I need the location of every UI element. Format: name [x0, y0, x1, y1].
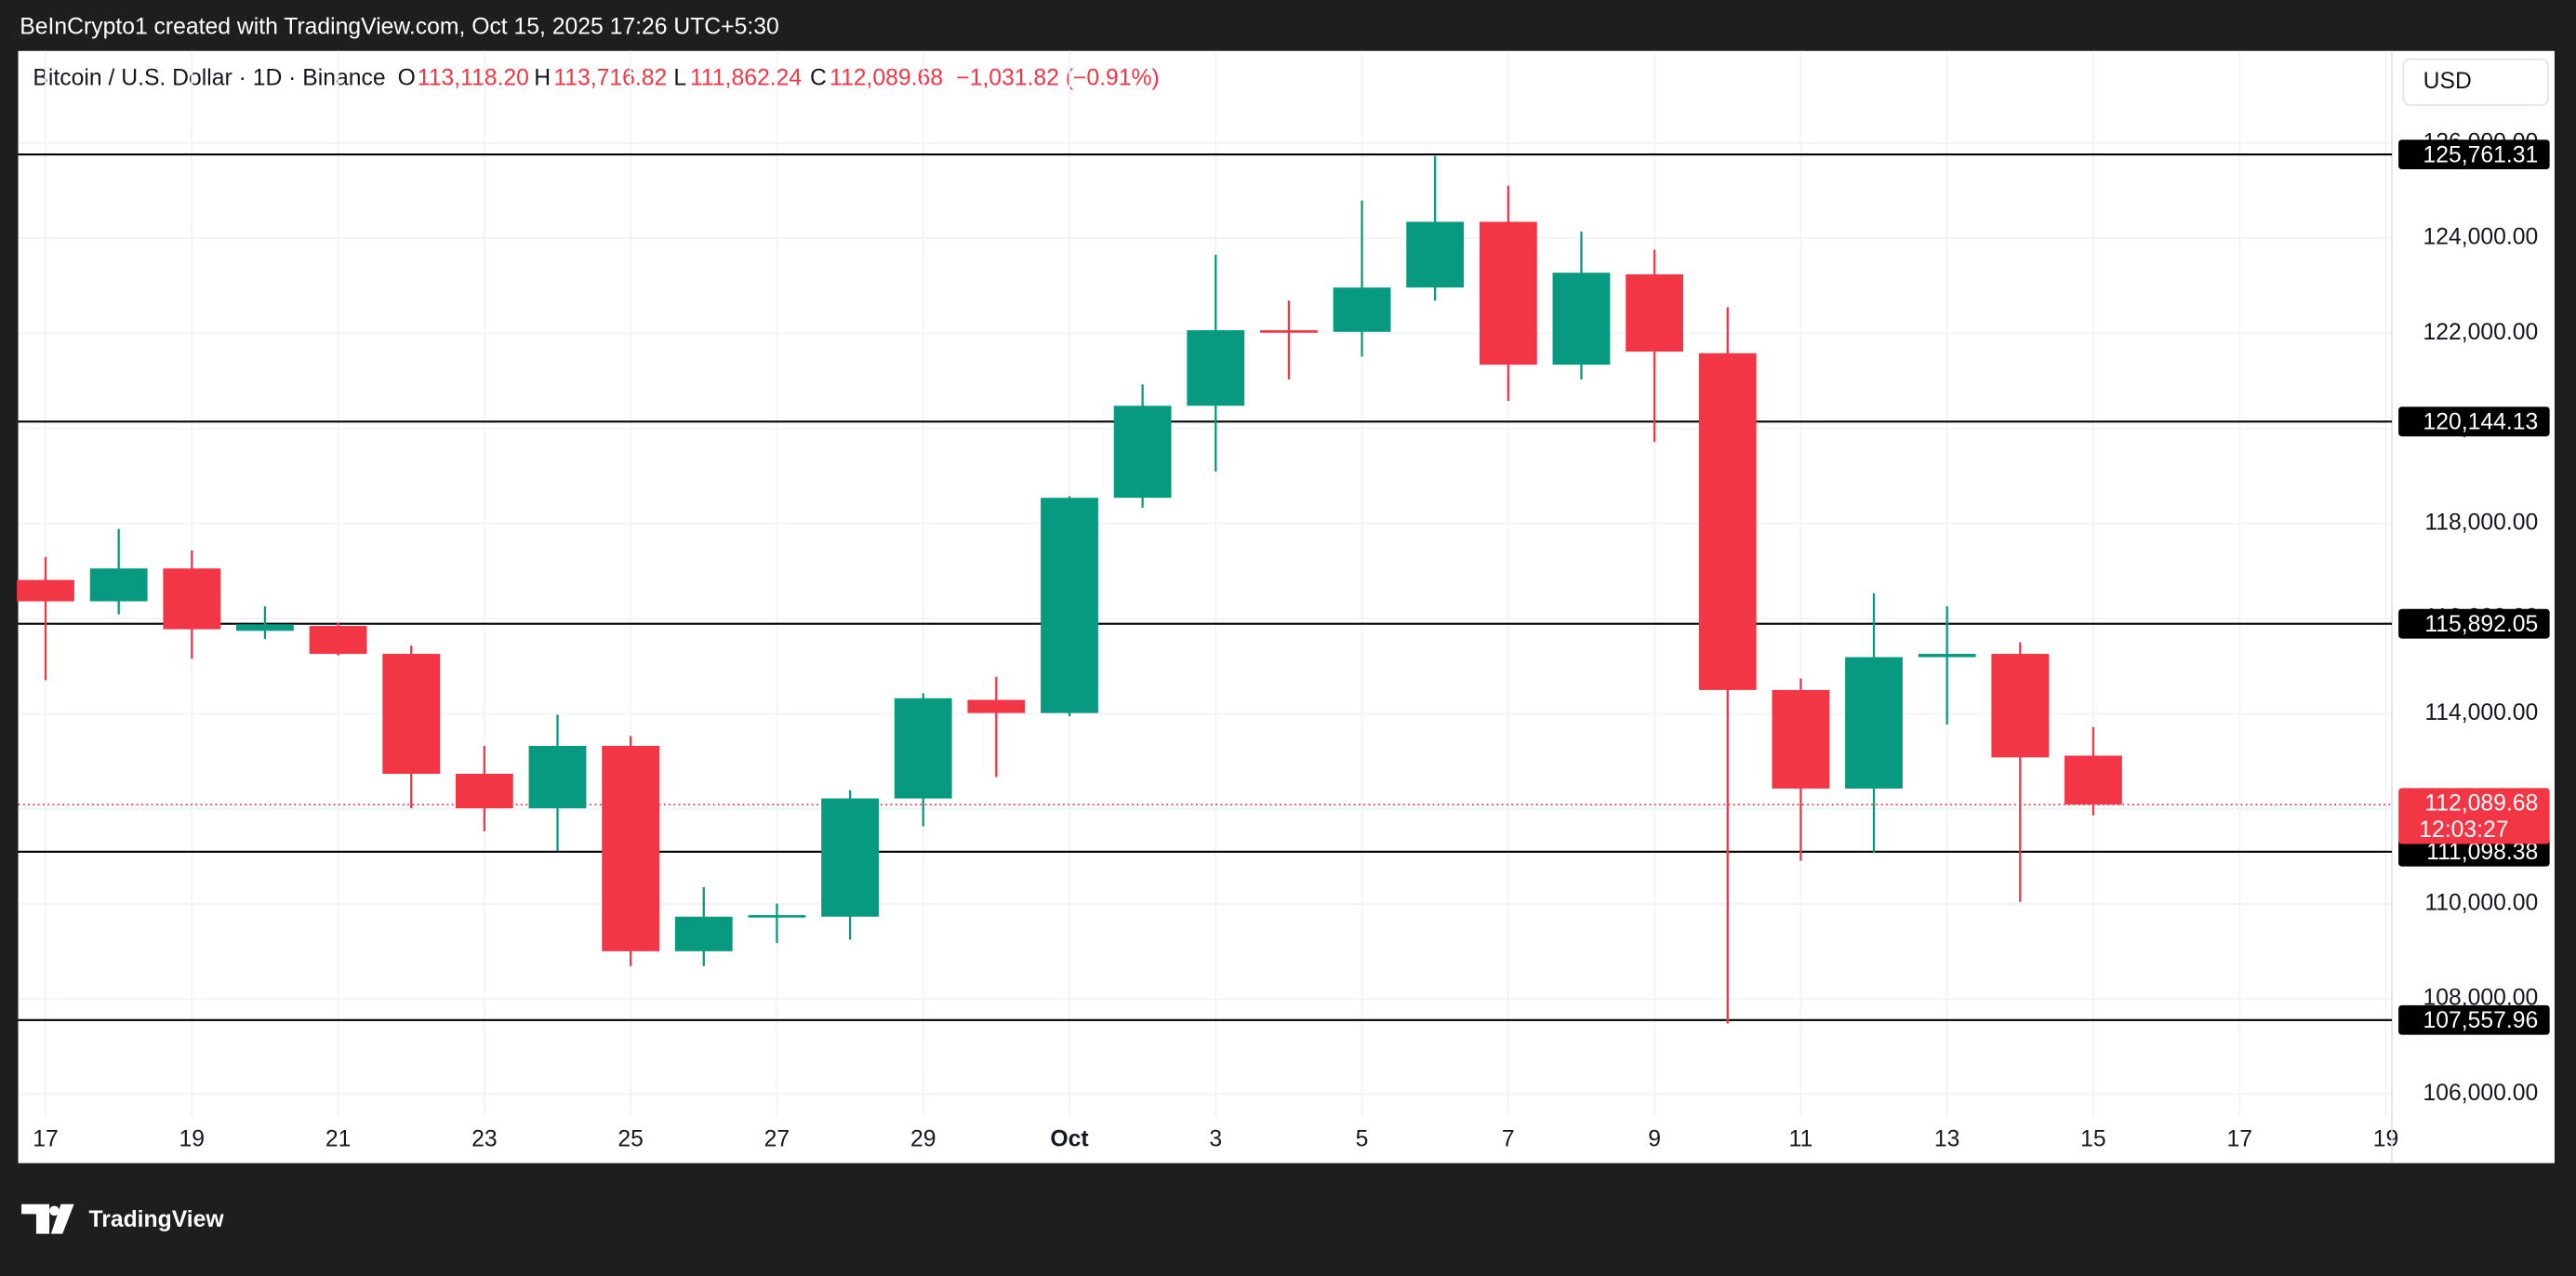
ohlc-key: L — [673, 65, 686, 90]
ohlc-value: 112,089.68 — [830, 65, 943, 90]
y-tick-label: 122,000.00 — [2423, 320, 2539, 345]
chart-panel — [18, 50, 2555, 1163]
candle-body — [309, 626, 367, 655]
candle-body — [821, 798, 879, 917]
x-tick-label: 7 — [1502, 1126, 1515, 1151]
credit: BeInCrypto1 created with TradingView.com… — [20, 15, 778, 40]
candle-body — [455, 773, 513, 809]
candle-body — [602, 745, 660, 951]
candle-body — [89, 568, 148, 602]
currency[interactable]: USD — [2423, 69, 2472, 94]
ohlc-value: 113,118.20 — [418, 65, 529, 90]
level-label: 120,144.13 — [2423, 410, 2539, 435]
level-label: 115,892.05 — [2424, 612, 2538, 637]
level-label-bg — [2398, 608, 2550, 639]
x-tick-label: 9 — [1648, 1126, 1661, 1151]
brand: TradingView — [88, 1207, 224, 1232]
candle-body — [163, 568, 221, 630]
x-tick-label: Oct — [1050, 1126, 1088, 1151]
x-tick-label: 21 — [325, 1126, 351, 1151]
ohlc-key: H — [534, 65, 551, 90]
candle-body — [2065, 755, 2122, 805]
candle-body — [1259, 330, 1318, 333]
candle-body — [1406, 221, 1465, 288]
level-label: 111,098.38 — [2426, 840, 2538, 865]
x-tick-label: 15 — [2080, 1126, 2106, 1151]
price-label: 112,089.68 — [2424, 791, 2538, 817]
x-tick-label: 5 — [1356, 1126, 1369, 1151]
candle-body — [1772, 689, 1830, 789]
countdown: 12:03:27 — [2419, 817, 2508, 843]
symbol: Bitcoin / U.S. Dollar · 1D · Binance — [33, 65, 385, 90]
change: −1,031.82 (−0.91%) — [956, 65, 1160, 90]
x-tick-label: 13 — [1934, 1126, 1960, 1151]
level-label-bg — [2398, 836, 2550, 867]
x-tick-label: 19 — [2373, 1126, 2399, 1151]
candle-body — [674, 916, 733, 951]
price-label-bg — [2398, 788, 2550, 844]
level-label-bg — [2398, 140, 2550, 169]
y-tick-label: 118,000.00 — [2424, 510, 2538, 535]
candle-body — [1991, 654, 2050, 758]
candle-body — [1479, 221, 1537, 366]
candle-body — [1845, 657, 1903, 789]
x-tick-label: 29 — [910, 1126, 936, 1151]
x-tick-label: 11 — [1789, 1126, 1813, 1151]
candle-body — [1187, 330, 1245, 406]
x-tick-label: 23 — [471, 1126, 497, 1151]
y-tick-label: 124,000.00 — [2423, 225, 2539, 250]
candle-body — [382, 654, 441, 774]
brand-logo — [21, 1203, 74, 1234]
candle-body — [1333, 287, 1391, 332]
ohlc-key: O — [398, 65, 416, 90]
candle-body — [17, 579, 74, 602]
candle-body — [1698, 352, 1757, 690]
candle-body — [528, 745, 587, 809]
currency-button[interactable] — [2402, 58, 2549, 106]
x-tick-label: 17 — [2226, 1126, 2252, 1151]
level-label-bg — [2398, 406, 2550, 437]
candle-body — [967, 699, 1026, 713]
candle-body — [1552, 272, 1611, 366]
level-label: 107,557.96 — [2423, 1008, 2539, 1033]
x-tick-label: 3 — [1209, 1126, 1222, 1151]
candle-body — [894, 698, 952, 799]
level-label-bg — [2398, 1004, 2550, 1035]
y-tick-label: 114,000.00 — [2424, 700, 2538, 725]
x-tick-label: 19 — [179, 1126, 206, 1151]
candle-body — [1041, 498, 1098, 713]
y-tick-label: 110,000.00 — [2424, 890, 2538, 915]
y-tick-label: 106,000.00 — [2423, 1081, 2539, 1106]
ohlc-key: C — [810, 65, 827, 90]
candle-body — [236, 624, 294, 631]
x-tick-label: 25 — [617, 1126, 644, 1151]
x-tick-label: 27 — [764, 1126, 790, 1151]
level-label: 125,761.31 — [2423, 142, 2539, 167]
ohlc-value: 113,716.82 — [553, 65, 667, 90]
candle-body — [1113, 405, 1172, 498]
ohlc-value: 111,862.24 — [690, 65, 802, 90]
candle-body — [1626, 274, 1684, 352]
candle-body — [1918, 654, 1976, 658]
candle-body — [748, 914, 806, 918]
x-tick-label: 17 — [33, 1126, 59, 1151]
legend: Bitcoin / U.S. Dollar · 1D · Binance O 1… — [33, 65, 1159, 90]
